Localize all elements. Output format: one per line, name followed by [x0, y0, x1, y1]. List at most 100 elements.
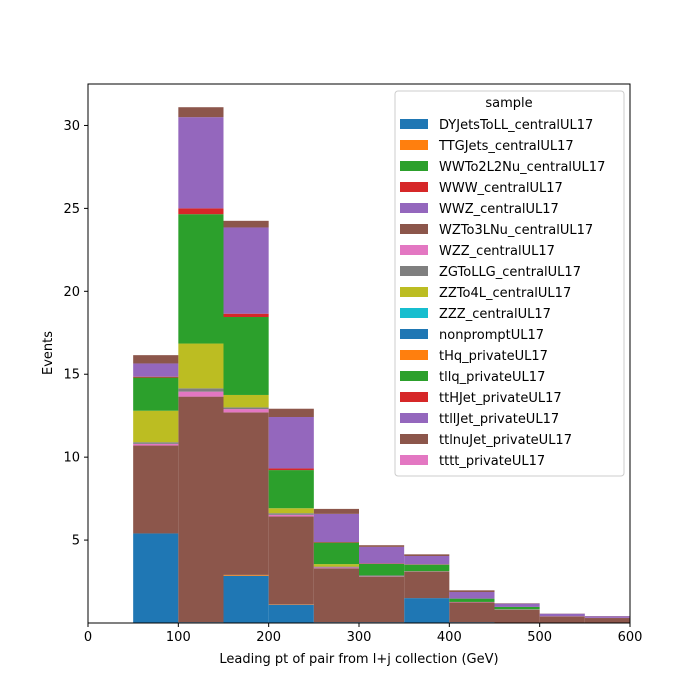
bar-segment	[359, 545, 405, 547]
legend-swatch	[400, 350, 428, 360]
legend-swatch	[400, 245, 428, 255]
legend-swatch	[400, 266, 428, 276]
legend-swatch	[400, 161, 428, 171]
bar-segment	[359, 575, 405, 577]
legend-swatch	[400, 287, 428, 297]
legend-entry-label: ZGToLLG_centralUL17	[439, 265, 581, 280]
bar-segment	[268, 408, 314, 418]
bar-segment	[313, 568, 359, 623]
bar-segment	[223, 412, 269, 575]
bar-segment	[133, 363, 179, 377]
bar-segment	[268, 468, 314, 471]
bar-segment	[223, 407, 269, 410]
y-tick-label: 15	[63, 368, 80, 383]
bar-segment	[494, 609, 540, 623]
legend-swatch	[400, 371, 428, 381]
bar-segment	[404, 598, 450, 623]
y-ticks: 5 10 15 20 25 30	[63, 119, 88, 549]
bar-segment	[223, 220, 269, 228]
bar-segment	[404, 554, 450, 556]
y-tick-label: 20	[63, 285, 80, 300]
bar-segment	[359, 576, 405, 623]
bar-segment	[133, 533, 179, 623]
bar-segment	[268, 508, 314, 514]
bar-segment	[223, 574, 269, 576]
bar-segment	[133, 410, 179, 443]
bar-segment	[449, 598, 495, 602]
bar-segment	[178, 107, 224, 118]
bar-segment	[178, 396, 224, 623]
bar-segment	[268, 604, 314, 623]
bar-segment	[404, 564, 450, 572]
x-ticks: 0 100 200 300 400 500 600	[84, 623, 643, 645]
bar-segment	[133, 355, 179, 364]
legend-entry-label: DYJetsToLL_centralUL17	[439, 118, 593, 133]
x-tick-label: 300	[347, 630, 372, 645]
bar-segment	[133, 442, 179, 444]
bar-segment	[313, 564, 359, 567]
legend-entry-label: WZTo3LNu_centralUL17	[439, 223, 593, 238]
bar-segment	[404, 571, 450, 599]
legend-swatch	[400, 455, 428, 465]
legend-frame	[394, 90, 625, 477]
bar-segment	[178, 388, 224, 392]
legend-swatch	[400, 203, 428, 213]
bar-segment	[178, 343, 224, 389]
legend-swatch	[400, 119, 428, 129]
bar-segment	[268, 417, 314, 469]
bar-segment	[313, 508, 359, 514]
y-axis-label: Events	[41, 331, 56, 375]
legend-entry-label: TTGJets_centralUL17	[438, 139, 574, 154]
bars-layer	[133, 107, 630, 623]
legend-entry-label: ZZZ_centralUL17	[439, 307, 551, 322]
legend-entry-label: ZZTo4L_centralUL17	[439, 286, 571, 301]
bar-segment	[268, 516, 314, 605]
legend-items: DYJetsToLL_centralUL17 TTGJets_centralUL1…	[400, 118, 605, 469]
legend-swatch	[400, 329, 428, 339]
legend-entry-label: tHq_privateUL17	[439, 349, 548, 364]
bar-segment	[449, 591, 495, 599]
bar-segment	[133, 377, 179, 411]
x-tick-label: 400	[437, 630, 462, 645]
bar-segment	[313, 567, 359, 569]
legend-entry-label: WWTo2L2Nu_centralUL17	[439, 160, 605, 175]
legend-swatch	[400, 224, 428, 234]
bar-segment	[359, 563, 405, 576]
bar-segment	[494, 606, 540, 610]
bar-segment	[178, 208, 224, 215]
bar-segment	[584, 616, 630, 618]
bar-segment	[133, 376, 179, 378]
bar-segment	[223, 313, 269, 318]
x-tick-label: 600	[618, 630, 643, 645]
bar-segment	[539, 616, 585, 623]
bar-segment	[223, 575, 269, 623]
legend-swatch	[400, 308, 428, 318]
bar-segment	[223, 227, 269, 314]
bar-segment	[539, 613, 585, 617]
bar-segment	[178, 214, 224, 344]
x-tick-label: 100	[166, 630, 191, 645]
x-axis-label: Leading pt of pair from l+j collection (…	[219, 652, 498, 667]
bar-segment	[133, 443, 179, 446]
bar-segment	[178, 117, 224, 209]
legend: sample DYJetsToLL_centralUL17 TTGJets_cen…	[394, 90, 625, 477]
bar-segment	[313, 566, 359, 568]
legend-title: sample	[485, 96, 532, 111]
legend-entry-label: WWW_centralUL17	[439, 181, 563, 196]
bar-segment	[449, 602, 495, 623]
bar-segment	[313, 513, 359, 543]
bar-segment	[494, 603, 540, 607]
y-tick-label: 30	[63, 119, 80, 134]
bar-segment	[404, 555, 450, 565]
bar-segment	[584, 618, 630, 623]
y-tick-label: 25	[63, 202, 80, 217]
legend-entry-label: WZZ_centralUL17	[439, 244, 555, 259]
bar-segment	[268, 513, 314, 515]
bar-segment	[268, 470, 314, 509]
bar-segment	[359, 546, 405, 564]
legend-entry-label: ttlnuJet_privateUL17	[439, 433, 572, 448]
bar-segment	[178, 391, 224, 397]
legend-entry-label: ttHJet_privateUL17	[439, 391, 562, 406]
